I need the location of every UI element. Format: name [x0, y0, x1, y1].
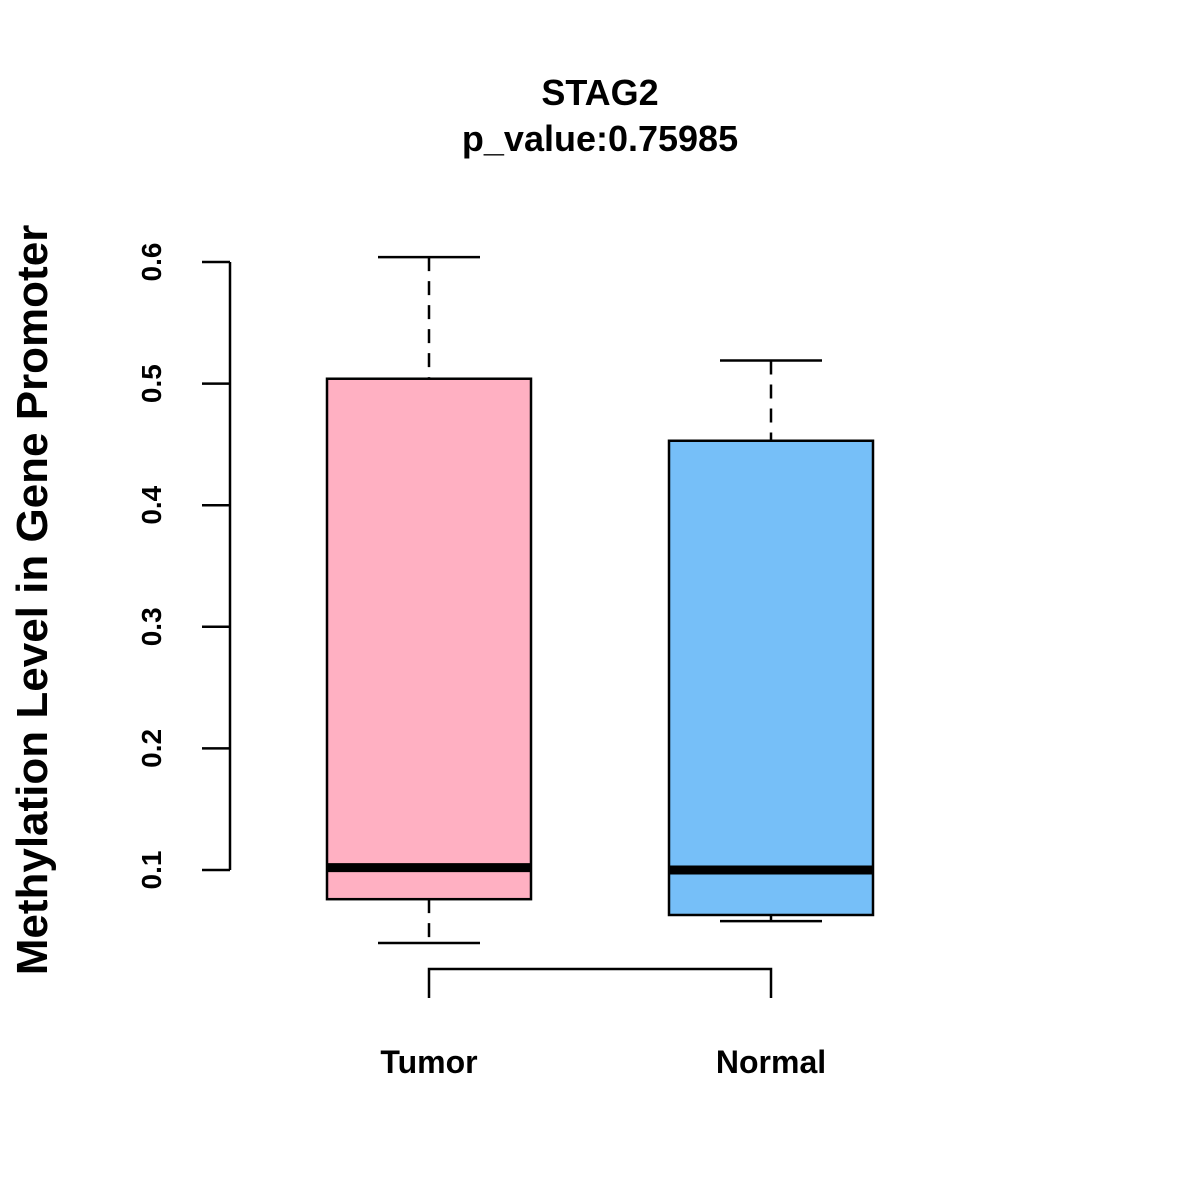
box-normal — [667, 359, 875, 923]
box-iqr — [667, 439, 875, 917]
category-label-normal: Normal — [716, 1044, 826, 1080]
y-tick-label: 0.1 — [136, 851, 167, 890]
boxes — [325, 255, 875, 945]
category-label-tumor: Tumor — [380, 1044, 477, 1080]
y-axis: 0.1 0.2 0.3 0.4 0.5 0.6 — [136, 243, 232, 890]
chart-subtitle: p_value:0.75985 — [462, 118, 738, 159]
y-tick-label: 0.5 — [136, 364, 167, 403]
box-tumor — [325, 255, 533, 945]
comparison-bracket — [427, 967, 773, 998]
y-tick-label: 0.2 — [136, 729, 167, 768]
box-iqr — [325, 377, 533, 901]
bracket-line — [427, 967, 773, 998]
y-tick-label: 0.4 — [136, 485, 167, 524]
category-labels: Tumor Normal — [380, 1044, 826, 1080]
y-axis-label: Methylation Level in Gene Promoter — [8, 225, 57, 976]
y-tick-label: 0.3 — [136, 607, 167, 646]
chart-title: STAG2 — [541, 72, 658, 113]
y-tick-label: 0.6 — [136, 243, 167, 282]
